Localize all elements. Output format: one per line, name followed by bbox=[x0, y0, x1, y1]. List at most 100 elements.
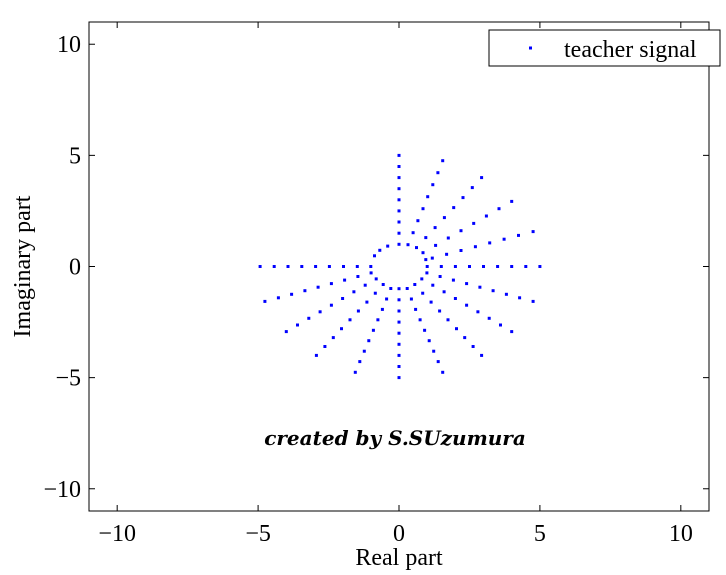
data-point bbox=[263, 299, 267, 303]
data-point bbox=[471, 345, 475, 348]
data-point bbox=[363, 283, 367, 287]
data-point bbox=[369, 265, 373, 268]
y-tick-label: 0 bbox=[69, 255, 81, 281]
data-point bbox=[342, 265, 345, 268]
data-point bbox=[453, 297, 457, 300]
data-point bbox=[355, 265, 359, 268]
data-point bbox=[365, 300, 369, 304]
data-point bbox=[497, 207, 501, 211]
data-point bbox=[468, 265, 471, 268]
data-point bbox=[439, 265, 443, 268]
data-point bbox=[397, 231, 401, 235]
data-point bbox=[397, 320, 401, 324]
data-point bbox=[362, 349, 366, 353]
data-point bbox=[459, 229, 463, 233]
data-point bbox=[385, 297, 389, 301]
data-point bbox=[424, 236, 428, 240]
data-point bbox=[446, 236, 450, 240]
data-point bbox=[524, 265, 528, 268]
data-point bbox=[314, 265, 318, 268]
axis-ticks: −10 −5 0 5 10 −10 −5 0 5 10 bbox=[43, 22, 709, 547]
data-point bbox=[343, 278, 347, 282]
data-point bbox=[517, 233, 520, 237]
x-tick-label: 0 bbox=[393, 521, 405, 547]
data-point bbox=[463, 336, 467, 340]
data-point bbox=[389, 287, 393, 290]
data-point bbox=[480, 353, 484, 357]
data-point bbox=[352, 290, 356, 294]
data-point bbox=[290, 292, 294, 296]
data-point bbox=[386, 244, 390, 248]
data-point bbox=[374, 277, 378, 281]
data-point bbox=[397, 342, 401, 346]
data-point bbox=[300, 265, 304, 268]
data-point bbox=[426, 195, 430, 199]
data-point bbox=[482, 265, 485, 268]
y-tick-label: 5 bbox=[69, 143, 81, 169]
data-point bbox=[445, 252, 449, 256]
data-point bbox=[431, 283, 435, 287]
data-point bbox=[378, 248, 382, 252]
data-point bbox=[329, 303, 333, 307]
data-point bbox=[284, 330, 288, 334]
data-point bbox=[376, 318, 380, 322]
data-point bbox=[421, 251, 425, 255]
data-point bbox=[473, 245, 477, 249]
data-point bbox=[488, 241, 492, 245]
data-point bbox=[510, 199, 514, 203]
data-point bbox=[420, 277, 424, 281]
data-point bbox=[397, 353, 401, 357]
data-point bbox=[296, 323, 299, 327]
data-point bbox=[373, 291, 377, 295]
data-point bbox=[405, 287, 409, 290]
data-point bbox=[453, 265, 457, 268]
x-axis-label: Real part bbox=[355, 545, 443, 571]
data-point bbox=[397, 220, 401, 224]
legend-label-teacher-signal: teacher signal bbox=[564, 37, 697, 63]
data-point bbox=[418, 318, 422, 322]
data-point bbox=[373, 254, 376, 258]
x-tick-label: −5 bbox=[245, 521, 271, 547]
data-point bbox=[340, 327, 343, 331]
data-point bbox=[510, 330, 514, 334]
data-point bbox=[433, 226, 437, 230]
data-point bbox=[318, 310, 322, 314]
data-point bbox=[358, 360, 362, 364]
data-point bbox=[531, 299, 535, 303]
data-point bbox=[397, 298, 401, 302]
data-point bbox=[427, 339, 431, 343]
data-point bbox=[425, 271, 429, 275]
data-point bbox=[397, 309, 401, 313]
data-point bbox=[465, 303, 469, 307]
data-point bbox=[472, 221, 476, 225]
data-point bbox=[465, 282, 469, 286]
data-point bbox=[478, 285, 482, 289]
data-point bbox=[406, 243, 410, 247]
data-point bbox=[421, 291, 425, 295]
data-point bbox=[409, 297, 413, 301]
data-point bbox=[397, 376, 401, 380]
data-point bbox=[499, 323, 502, 327]
data-point bbox=[397, 331, 401, 335]
data-point bbox=[369, 271, 373, 275]
data-point bbox=[502, 237, 506, 241]
data-point bbox=[380, 307, 384, 311]
data-point bbox=[496, 265, 500, 268]
data-point bbox=[341, 297, 345, 300]
data-point bbox=[441, 370, 445, 374]
data-point bbox=[461, 196, 465, 200]
watermark-annotation: created by S.SUzumura bbox=[264, 426, 526, 450]
x-tick-label: 5 bbox=[534, 521, 546, 547]
data-point bbox=[397, 187, 401, 191]
data-point bbox=[438, 309, 442, 313]
data-point bbox=[531, 230, 535, 234]
x-tick-label: −10 bbox=[98, 521, 136, 547]
data-point bbox=[371, 328, 375, 332]
data-point bbox=[276, 296, 280, 300]
data-point bbox=[397, 287, 401, 291]
data-point bbox=[356, 309, 360, 313]
data-point bbox=[327, 265, 331, 268]
data-point bbox=[415, 246, 418, 250]
data-point bbox=[436, 360, 440, 364]
x-tick-label: 10 bbox=[669, 521, 693, 547]
